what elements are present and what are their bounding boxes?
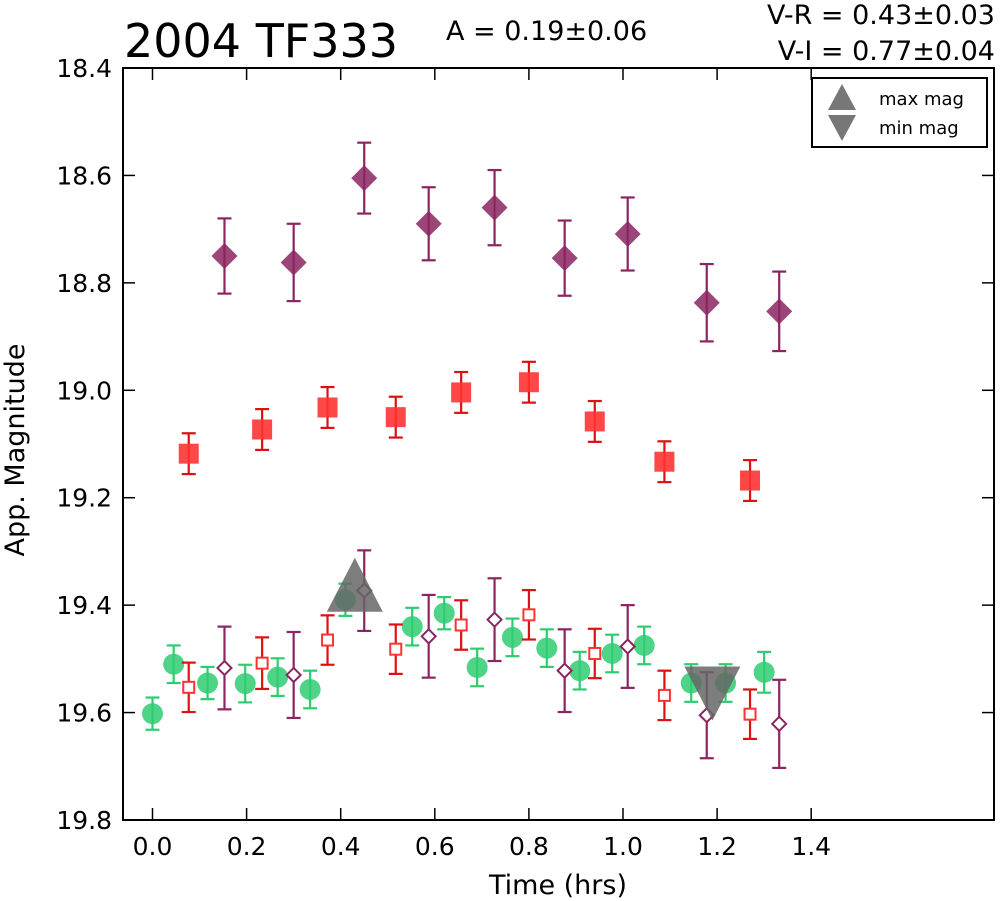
data-point-V bbox=[163, 653, 185, 675]
data-point-V bbox=[601, 642, 623, 664]
data-point-V bbox=[197, 672, 219, 694]
axis-ticks: 0.0 0.2 0.4 0.6 0.8 1.0 1.2 1.4 18.4 18.6 18.8 19.0… bbox=[56, 54, 994, 861]
series-R-filled bbox=[178, 360, 761, 503]
legend-min-label: min mag bbox=[879, 118, 959, 139]
data-point-I bbox=[614, 220, 641, 247]
data-point-V bbox=[234, 673, 256, 695]
x-axis-label: Time (hrs) bbox=[488, 870, 627, 901]
data-point-R bbox=[252, 419, 273, 440]
data-point-I bbox=[619, 638, 637, 655]
data-marks bbox=[142, 141, 793, 769]
data-point-R bbox=[743, 707, 757, 721]
data-point-I bbox=[486, 611, 503, 629]
data-point-I bbox=[211, 243, 238, 269]
x-tick-label: 0.8 bbox=[509, 832, 549, 861]
data-point-I bbox=[770, 715, 788, 733]
data-point-I bbox=[216, 659, 233, 677]
y-tick-label: 18.6 bbox=[56, 161, 112, 190]
data-point-R bbox=[518, 372, 539, 393]
data-point-I bbox=[481, 194, 508, 221]
series-R-open bbox=[181, 589, 758, 740]
max-mag-marker bbox=[326, 557, 383, 612]
y-tick-label: 18.4 bbox=[56, 54, 112, 83]
data-point-V bbox=[433, 602, 455, 624]
chart-title: 2004 TF333 bbox=[124, 14, 398, 68]
data-point-R bbox=[182, 680, 196, 694]
x-tick-label: 0.2 bbox=[227, 832, 267, 861]
data-point-V bbox=[536, 637, 558, 659]
data-point-I bbox=[420, 627, 438, 645]
data-point-R bbox=[317, 397, 338, 418]
y-axis-label: App. Magnitude bbox=[0, 344, 31, 557]
plot-frame bbox=[122, 67, 995, 821]
series-I-filled bbox=[211, 141, 793, 353]
data-point-R bbox=[654, 451, 675, 472]
x-tick-label: 1.0 bbox=[603, 832, 643, 861]
data-point-R bbox=[451, 382, 472, 403]
data-point-I bbox=[766, 298, 793, 325]
data-point-I bbox=[285, 666, 303, 684]
data-point-V bbox=[633, 634, 655, 656]
data-point-V bbox=[466, 656, 488, 678]
legend-max-marker-icon bbox=[828, 84, 856, 110]
amplitude-annotation: A = 0.19±0.06 bbox=[446, 16, 647, 47]
data-point-R bbox=[321, 633, 335, 647]
y-tick-label: 19.0 bbox=[56, 376, 112, 405]
legend-min-marker-icon bbox=[828, 115, 856, 141]
data-point-R bbox=[522, 608, 536, 622]
y-tick-label: 18.8 bbox=[56, 269, 112, 298]
data-point-V bbox=[267, 666, 289, 688]
color-index-vr: V-R = 0.43±0.03 bbox=[767, 0, 995, 31]
y-tick-label: 19.6 bbox=[56, 699, 112, 728]
data-point-I bbox=[556, 662, 574, 680]
series-I-open bbox=[216, 549, 788, 769]
data-point-V bbox=[501, 626, 523, 648]
legend-max-label: max mag bbox=[879, 89, 964, 110]
data-point-R bbox=[740, 470, 761, 491]
x-tick-label: 0.6 bbox=[415, 832, 455, 861]
data-point-R bbox=[389, 642, 403, 656]
data-point-V bbox=[401, 616, 423, 638]
data-point-R bbox=[385, 407, 406, 428]
data-point-R bbox=[588, 646, 602, 660]
data-point-V bbox=[142, 703, 163, 725]
min-mag-marker bbox=[684, 666, 741, 721]
data-point-I bbox=[280, 249, 307, 276]
data-point-R bbox=[657, 688, 671, 702]
legend: max mag min mag bbox=[811, 77, 988, 148]
data-point-V bbox=[299, 678, 321, 700]
data-point-I bbox=[415, 210, 442, 237]
data-point-R bbox=[255, 656, 269, 670]
data-point-R bbox=[178, 443, 199, 464]
data-point-I bbox=[693, 289, 720, 316]
y-tick-label: 19.8 bbox=[56, 806, 112, 835]
data-point-R bbox=[454, 618, 468, 632]
x-tick-label: 1.4 bbox=[791, 832, 831, 861]
x-tick-label: 0.4 bbox=[321, 832, 361, 861]
x-tick-label: 0.0 bbox=[133, 832, 173, 861]
y-tick-label: 19.2 bbox=[56, 484, 112, 513]
data-point-I bbox=[351, 165, 378, 192]
data-point-V bbox=[753, 661, 775, 683]
x-tick-label: 1.2 bbox=[697, 832, 737, 861]
y-tick-label: 19.4 bbox=[56, 591, 112, 620]
data-point-R bbox=[584, 411, 605, 432]
color-index-vi: V-I = 0.77±0.04 bbox=[778, 36, 995, 67]
extrema-markers bbox=[326, 557, 741, 721]
data-point-I bbox=[551, 245, 578, 272]
data-point-V bbox=[569, 660, 591, 682]
